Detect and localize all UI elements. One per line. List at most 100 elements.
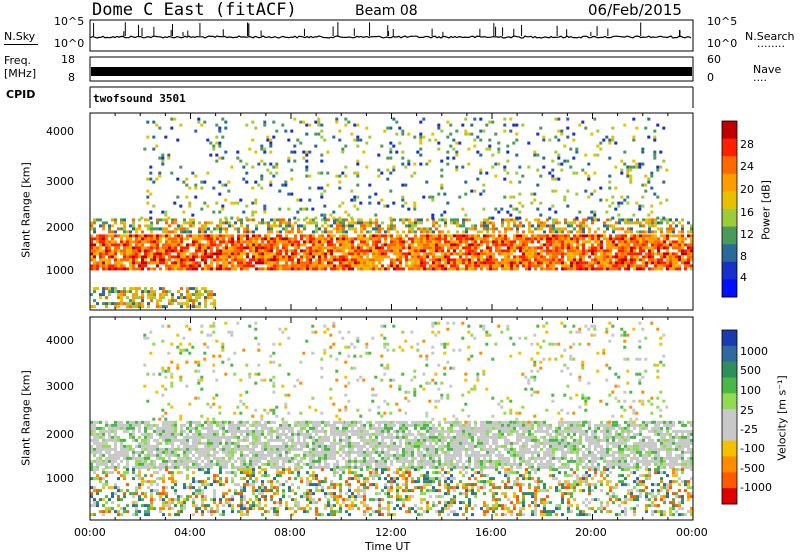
heatmap-cell <box>408 230 411 234</box>
heatmap-cell <box>380 198 384 202</box>
heatmap-cell <box>201 453 204 457</box>
heatmap-cell <box>581 120 585 124</box>
heatmap-cell <box>288 447 291 451</box>
heatmap-cell <box>105 261 108 265</box>
heatmap-cell <box>267 426 270 430</box>
heatmap-cell <box>105 221 108 225</box>
heatmap-cell <box>459 243 462 247</box>
heatmap-cell <box>126 429 129 433</box>
heatmap-cell <box>198 243 201 247</box>
heatmap-cell <box>474 240 477 244</box>
heatmap-cell <box>156 444 159 448</box>
heatmap-cell <box>210 249 213 253</box>
heatmap-cell <box>612 243 615 247</box>
heatmap-cell <box>555 221 558 225</box>
heatmap-cell <box>672 230 675 234</box>
heatmap-cell <box>195 255 198 259</box>
heatmap-cell <box>345 264 348 268</box>
heatmap-cell <box>654 218 657 222</box>
heatmap-cell <box>570 221 573 225</box>
heatmap-cell <box>462 252 465 256</box>
heatmap-cell <box>321 224 324 228</box>
heatmap-cell <box>168 290 171 294</box>
heatmap-cell <box>327 444 330 448</box>
heatmap-cell <box>299 141 303 145</box>
heatmap-cell <box>515 132 519 136</box>
heatmap-cell <box>180 255 183 259</box>
heatmap-cell <box>414 423 417 427</box>
heatmap-cell <box>501 249 504 253</box>
heatmap-cell <box>638 162 642 166</box>
heatmap-cell <box>237 230 240 234</box>
heatmap-cell <box>522 243 525 247</box>
heatmap-cell <box>666 264 669 268</box>
heatmap-cell <box>690 243 693 247</box>
heatmap-cell <box>93 450 96 454</box>
heatmap-cell <box>297 429 300 433</box>
heatmap-cell <box>324 423 327 427</box>
heatmap-cell <box>404 201 408 205</box>
heatmap-cell <box>228 420 231 424</box>
heatmap-cell <box>222 267 225 271</box>
heatmap-cell <box>330 224 333 228</box>
heatmap-cell <box>681 252 684 256</box>
heatmap-cell <box>405 435 408 439</box>
heatmap-cell <box>291 261 294 265</box>
heatmap-cell <box>360 230 363 234</box>
heatmap-cell <box>411 237 414 241</box>
heatmap-cell <box>360 432 363 436</box>
heatmap-cell <box>269 180 273 184</box>
heatmap-cell <box>513 218 516 222</box>
heatmap-cell <box>111 438 114 442</box>
heatmap-cell <box>117 246 120 250</box>
heatmap-cell <box>381 252 384 256</box>
heatmap-cell <box>144 224 147 228</box>
heatmap-cell <box>161 162 165 166</box>
heatmap-cell <box>681 255 684 259</box>
heatmap-cell <box>636 255 639 259</box>
heatmap-cell <box>660 227 663 231</box>
heatmap-cell <box>156 453 159 457</box>
heatmap-cell <box>300 258 303 262</box>
heatmap-cell <box>635 165 639 169</box>
heatmap-cell <box>114 432 117 436</box>
heatmap-cell <box>579 224 582 228</box>
heatmap-cell <box>648 218 651 222</box>
heatmap-cell <box>414 255 417 259</box>
heatmap-cell <box>258 429 261 433</box>
heatmap-cell <box>198 240 201 244</box>
heatmap-cell <box>105 267 108 271</box>
heatmap-cell <box>579 243 582 247</box>
heatmap-cell <box>138 296 141 300</box>
heatmap-cell <box>594 218 597 222</box>
heatmap-cell <box>240 234 243 238</box>
heatmap-cell <box>126 237 129 241</box>
heatmap-cell <box>288 423 291 427</box>
heatmap-cell <box>597 218 600 222</box>
heatmap-cell <box>372 240 375 244</box>
heatmap-cell <box>312 261 315 265</box>
heatmap-cell <box>243 429 246 433</box>
heatmap-cell <box>345 435 348 439</box>
heatmap-cell <box>147 450 150 454</box>
heatmap-cell <box>168 438 171 442</box>
heatmap-cell <box>429 462 432 466</box>
heatmap-cell <box>428 195 432 199</box>
heatmap-cell <box>341 171 345 175</box>
heatmap-cell <box>231 224 234 228</box>
heatmap-cell <box>432 432 435 436</box>
heatmap-cell <box>351 261 354 265</box>
heatmap-cell <box>204 267 207 271</box>
heatmap-cell <box>390 237 393 241</box>
heatmap-cell <box>252 264 255 268</box>
heatmap-cell <box>539 201 543 205</box>
heatmap-cell <box>435 255 438 259</box>
heatmap-cell <box>486 227 489 231</box>
heatmap-cell <box>525 264 528 268</box>
heatmap-cell <box>243 230 246 234</box>
heatmap-cell <box>90 432 93 436</box>
heatmap-cell <box>132 465 135 469</box>
heatmap-cell <box>642 230 645 234</box>
heatmap-cell <box>264 237 267 241</box>
heatmap-cell <box>318 267 321 271</box>
